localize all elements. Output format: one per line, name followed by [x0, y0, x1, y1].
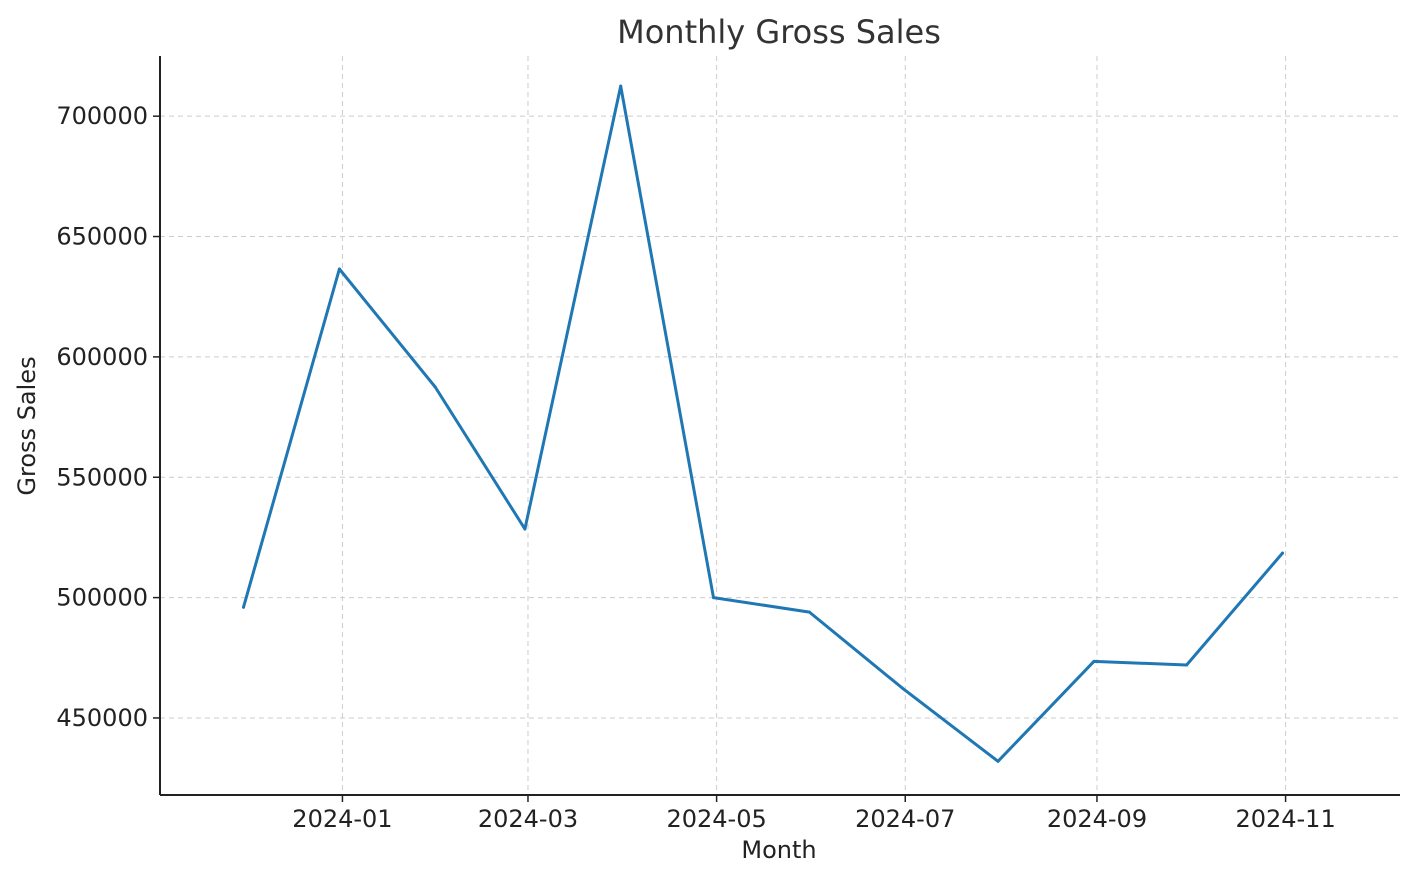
x-axis-label: Month — [741, 836, 816, 864]
x-tick-label: 2024-01 — [292, 805, 392, 833]
x-tick-label: 2024-09 — [1047, 805, 1147, 833]
y-tick-label: 600000 — [56, 343, 148, 371]
data-point — [900, 686, 904, 690]
data-point — [1185, 663, 1189, 667]
x-tick-label: 2024-07 — [855, 805, 955, 833]
data-point — [523, 527, 527, 531]
data-point — [1092, 659, 1096, 663]
x-tick-label: 2024-03 — [478, 805, 578, 833]
data-point — [1280, 551, 1284, 555]
tick-labels: 450000 500000 550000 600000 650000 700000 2024… — [56, 102, 1335, 833]
data-point — [807, 610, 811, 614]
y-tick-label: 500000 — [56, 584, 148, 612]
grid — [160, 56, 1400, 795]
series-layer — [241, 84, 1284, 763]
axes — [153, 56, 1400, 802]
data-point — [241, 605, 245, 609]
y-tick-label: 450000 — [56, 704, 148, 732]
chart-title: Monthly Gross Sales — [617, 13, 941, 51]
y-tick-label: 650000 — [56, 223, 148, 251]
x-tick-label: 2024-05 — [666, 805, 766, 833]
data-point — [619, 84, 623, 88]
y-axis-label: Gross Sales — [13, 356, 41, 495]
data-point — [337, 267, 341, 271]
series-line — [242, 84, 1284, 763]
x-tick-label: 2024-11 — [1235, 805, 1335, 833]
data-point — [433, 385, 437, 389]
y-tick-label: 550000 — [56, 463, 148, 491]
y-tick-label: 700000 — [56, 102, 148, 130]
data-point — [712, 596, 716, 600]
data-point — [996, 759, 1000, 763]
